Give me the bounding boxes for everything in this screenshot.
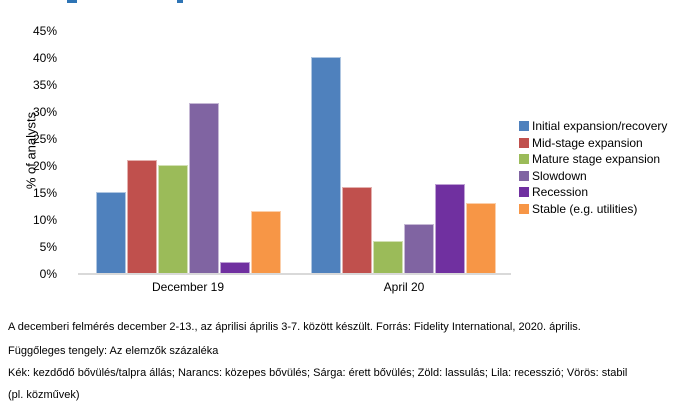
- bar-april-20-initial-expansion-recovery: [311, 57, 341, 273]
- x-category-label-april-20: April 20: [383, 280, 425, 294]
- bar-december-19-initial-expansion-recovery: [96, 192, 126, 273]
- y-tick-label: 20%: [32, 159, 57, 173]
- axis-note: Függőleges tengely: Az elemzők százaléka: [8, 345, 219, 357]
- clipped-title-fragment: [67, 0, 77, 3]
- bar-april-20-recession: [435, 184, 465, 273]
- bar-april-20-mid-stage-expansion: [342, 187, 372, 273]
- legend-label: Initial expansion/recovery: [532, 119, 668, 133]
- y-tick-label: 25%: [32, 132, 57, 146]
- y-tick-label: 40%: [32, 51, 57, 65]
- legend-swatch-initial-expansion-recovery: [519, 121, 529, 131]
- legend-label: Recession: [532, 185, 589, 199]
- legend-item-slowdown: Slowdown: [519, 168, 667, 184]
- legend-item-mature-stage-expansion: Mature stage expansion: [519, 151, 667, 167]
- legend-label: Mature stage expansion: [532, 152, 661, 166]
- clipped-title-fragment: [177, 0, 183, 3]
- legend-swatch-mature-stage-expansion: [519, 154, 529, 164]
- legend-label: Mid-stage expansion: [532, 135, 643, 150]
- x-category-label-december-19: December 19: [151, 280, 225, 294]
- chart-legend: Initial expansion/recovery Mid-stage expa…: [519, 118, 667, 217]
- x-axis-line: [78, 273, 511, 275]
- legend-swatch-slowdown: [519, 170, 529, 181]
- bar-april-20-slowdown: [404, 224, 434, 273]
- bar-december-19-stable-e-g-utilities: [251, 211, 281, 273]
- y-tick-label: 35%: [32, 78, 57, 92]
- legend-swatch-recession: [519, 187, 529, 197]
- bar-december-19-recession: [220, 262, 250, 273]
- legend-label: Stable (e.g. utilities): [532, 201, 638, 216]
- legend-label: Slowdown: [532, 168, 587, 183]
- legend-swatch-stable-e-g-utilities: [519, 203, 529, 214]
- y-tick-label: 45%: [32, 24, 57, 38]
- y-tick-label: 30%: [32, 105, 57, 119]
- y-tick-label: 15%: [32, 186, 57, 200]
- legend-item-mid-stage-expansion: Mid-stage expansion: [519, 135, 667, 151]
- legend-swatch-mid-stage-expansion: [519, 137, 529, 148]
- color-key-note-continued: (pl. közművek): [8, 389, 80, 401]
- legend-item-stable-e-g-utilities: Stable (e.g. utilities): [519, 201, 667, 217]
- bar-december-19-mid-stage-expansion: [127, 160, 157, 273]
- y-tick-label: 10%: [32, 213, 57, 227]
- source-note: A decemberi felmérés december 2-13., az …: [8, 321, 581, 333]
- y-axis-title: % of analysts: [23, 111, 39, 190]
- y-tick-label: 0%: [39, 267, 57, 281]
- legend-item-recession: Recession: [519, 184, 667, 200]
- bar-december-19-slowdown: [189, 103, 219, 273]
- color-key-note: Kék: kezdődő bővülés/talpra állás; Naran…: [8, 367, 628, 379]
- bar-april-20-mature-stage-expansion: [373, 241, 403, 273]
- y-tick-label: 5%: [39, 240, 57, 254]
- legend-item-initial-expansion-recovery: Initial expansion/recovery: [519, 118, 667, 134]
- bar-december-19-mature-stage-expansion: [158, 165, 188, 273]
- bar-april-20-stable-e-g-utilities: [466, 203, 496, 273]
